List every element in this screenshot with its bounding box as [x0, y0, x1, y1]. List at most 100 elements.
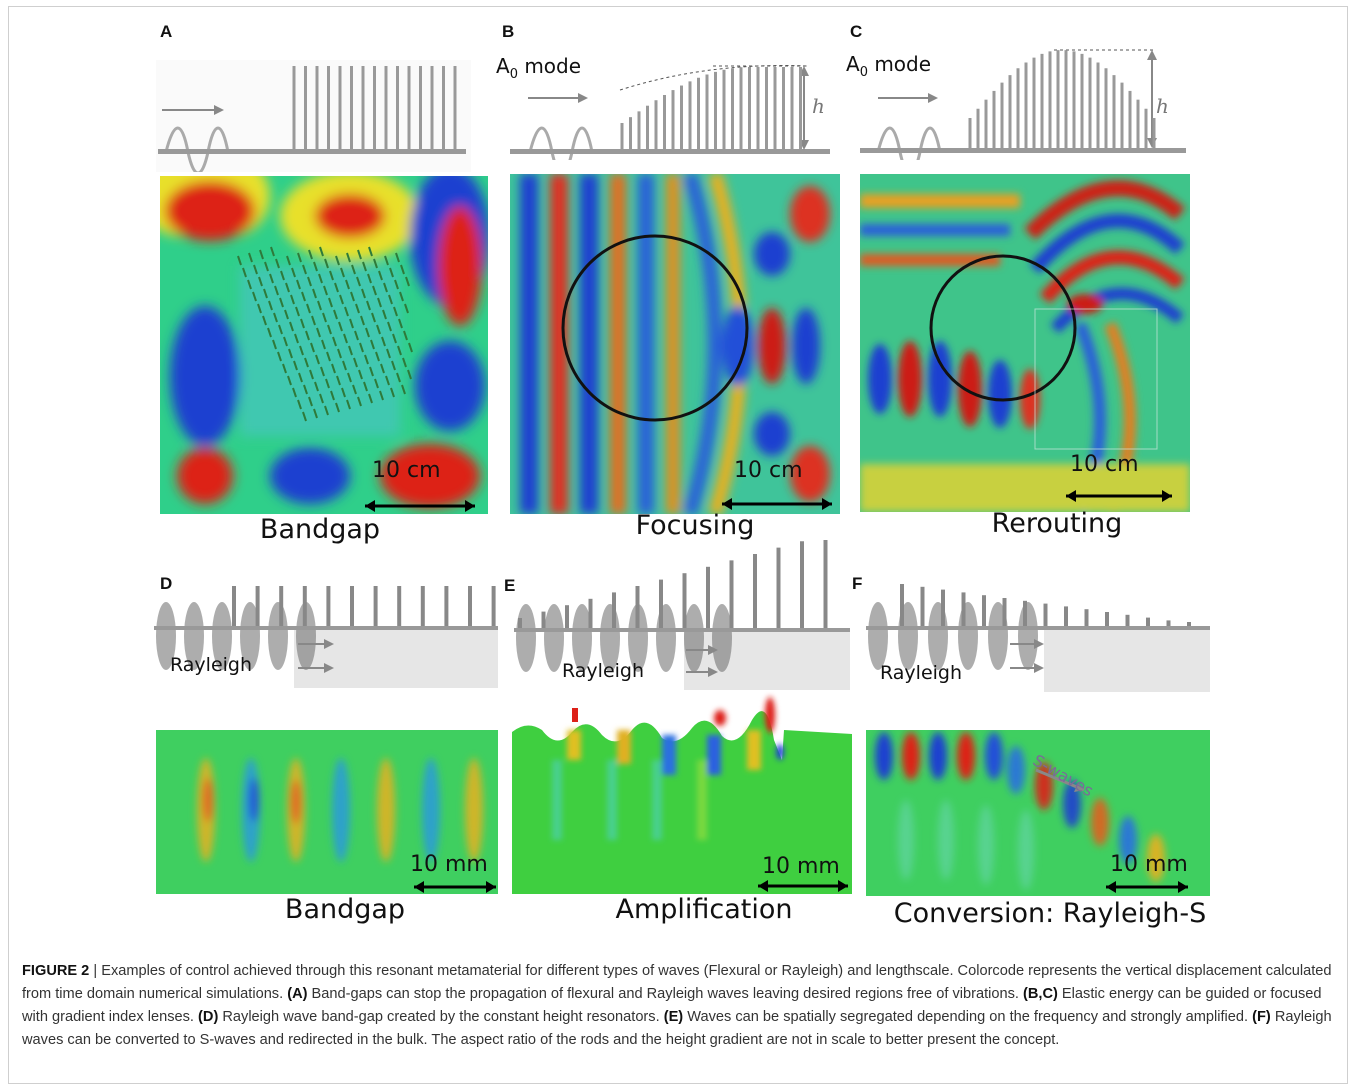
mode-label-c: A0 mode — [846, 52, 932, 80]
grid-rod — [286, 255, 291, 266]
scale-label-e: 10 mm — [762, 854, 840, 879]
grid-rod — [272, 339, 277, 350]
grid-rod — [306, 303, 311, 314]
grid-rod — [320, 366, 325, 377]
grid-rod — [248, 252, 253, 263]
grid-rod — [321, 339, 326, 350]
simulation-field-a — [160, 176, 488, 514]
schematic-c — [860, 49, 1186, 160]
grid-rod — [310, 342, 315, 353]
grid-rod — [368, 393, 373, 404]
grid-rod — [301, 291, 306, 302]
grid-rod — [341, 387, 346, 398]
grid-rod — [345, 279, 350, 290]
grid-rod — [335, 402, 340, 413]
wave-crest — [1147, 834, 1165, 882]
schematic-f — [866, 584, 1210, 692]
grid-rod — [392, 333, 397, 344]
wave-crest — [465, 758, 483, 862]
simulation-field-f — [866, 730, 1210, 896]
scale-label-d: 10 mm — [410, 852, 488, 877]
grid-rod — [282, 363, 287, 374]
grid-rod — [297, 399, 302, 410]
grid-rod — [323, 285, 328, 296]
wave-crest — [985, 732, 1003, 780]
grid-rod — [313, 261, 318, 272]
simulation-field-c — [860, 174, 1190, 512]
grid-rod — [407, 369, 412, 380]
grid-rod — [358, 369, 363, 380]
wave-crest — [938, 800, 954, 880]
grid-rod — [388, 294, 393, 305]
wave-crest — [1119, 816, 1137, 864]
grid-rod — [339, 294, 344, 305]
grid-rod — [372, 285, 377, 296]
grid-rod — [302, 264, 307, 275]
grid-rod — [350, 291, 355, 302]
schematic-b — [510, 65, 830, 160]
caption-ref-f: (F) — [1252, 1009, 1271, 1025]
wave-crest — [898, 800, 914, 880]
wave-label-d: Rayleigh — [170, 654, 253, 676]
grid-rod — [346, 399, 351, 410]
panel-label-f: F — [852, 574, 863, 593]
grid-rod — [404, 303, 409, 314]
grid-rod — [371, 312, 376, 323]
grid-rod — [367, 273, 372, 284]
wave-crest — [875, 732, 893, 780]
grid-rod — [307, 276, 312, 287]
grid-rod — [399, 291, 404, 302]
caption-separator: | — [89, 963, 102, 979]
grid-rod — [397, 345, 402, 356]
grid-rod — [298, 372, 303, 383]
grid-rod — [349, 318, 354, 329]
rayleigh-wave-lobe — [1018, 602, 1038, 670]
grid-rod — [304, 357, 309, 368]
grid-rod — [313, 408, 318, 419]
grid-rod — [308, 249, 313, 260]
grid-rod — [268, 300, 273, 311]
grid-rod — [294, 333, 299, 344]
wave-crest — [1063, 780, 1081, 828]
grid-rod — [318, 273, 323, 284]
wave-crest — [291, 780, 301, 824]
grid-rod — [368, 246, 373, 257]
grid-rod — [312, 288, 317, 299]
grid-rod — [332, 336, 337, 347]
caption-ref-d: (D) — [198, 1009, 219, 1025]
grid-rod — [291, 267, 296, 278]
grid-rod — [376, 324, 381, 335]
rayleigh-wave-lobe — [516, 604, 536, 672]
schematic-a — [156, 60, 471, 172]
wave-crest — [1007, 746, 1025, 794]
height-label-c: h — [1156, 94, 1169, 118]
grid-rod — [366, 300, 371, 311]
wave-crest — [332, 758, 350, 862]
grid-rod — [389, 267, 394, 278]
simulation-field-d — [156, 730, 498, 894]
grid-rod — [402, 357, 407, 368]
panel-label-d: D — [160, 574, 173, 593]
panel-title-d: Bandgap — [284, 894, 406, 925]
grid-rod — [365, 327, 370, 338]
grid-rod — [315, 354, 320, 365]
grid-rod — [280, 270, 285, 281]
grid-rod — [295, 306, 300, 317]
rayleigh-wave-lobe — [958, 602, 978, 670]
simulation-field-b — [510, 174, 840, 514]
schematic-e — [514, 540, 850, 690]
wave-crest — [1018, 810, 1034, 890]
rayleigh-wave-lobe — [240, 602, 260, 670]
grid-rod — [370, 339, 375, 350]
mode-label-b: A0 mode — [496, 54, 582, 82]
caption-text-d: Rayleigh wave band-gap created by the co… — [218, 1009, 664, 1025]
grid-rod — [264, 261, 269, 272]
grid-rod — [327, 324, 332, 335]
grid-rod — [316, 327, 321, 338]
wave-crest — [203, 778, 213, 822]
caption-text-a: Band-gaps can stop the propagation of fl… — [307, 986, 1024, 1002]
grid-rod — [360, 315, 365, 326]
panel-label-e: E — [504, 576, 516, 595]
grid-rod — [237, 255, 242, 266]
grid-rod — [267, 327, 272, 338]
